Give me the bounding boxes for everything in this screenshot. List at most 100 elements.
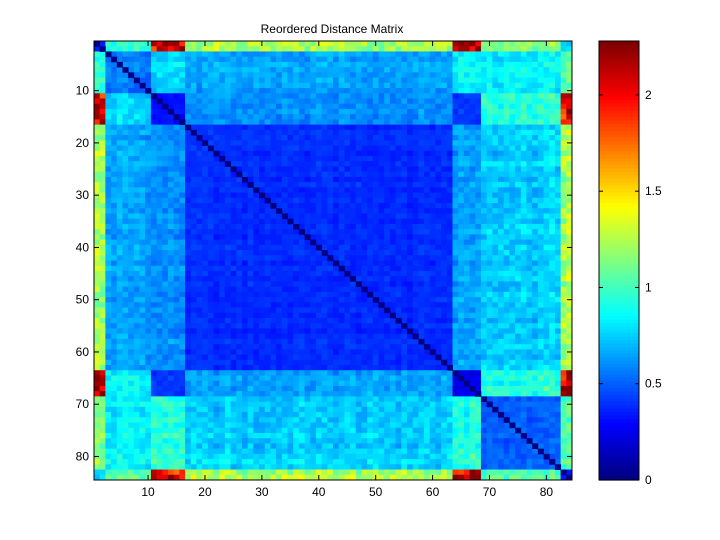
heatmap-cell [230, 317, 237, 324]
heatmap-cell [401, 333, 408, 340]
heatmap-cell [213, 333, 220, 340]
heatmap-cell [543, 260, 550, 267]
heatmap-cell [196, 323, 203, 329]
heatmap-cell [361, 234, 368, 240]
heatmap-cell [446, 218, 453, 225]
heatmap-cell [287, 187, 294, 193]
heatmap-cell [429, 328, 436, 335]
heatmap-cell [549, 302, 556, 308]
heatmap-cell [372, 265, 379, 272]
heatmap-cell [167, 328, 175, 335]
heatmap-cell [338, 103, 345, 110]
heatmap-cell [549, 103, 556, 110]
heatmap-cell [310, 77, 317, 84]
heatmap-cell [446, 72, 453, 78]
heatmap-cell [543, 161, 550, 167]
heatmap-cell [458, 307, 465, 314]
heatmap-cell [549, 67, 556, 73]
heatmap-cell [406, 103, 414, 110]
heatmap-cell [230, 328, 237, 335]
heatmap-cell [503, 161, 510, 167]
heatmap-cell [287, 98, 294, 105]
heatmap-cell [458, 250, 465, 256]
heatmap-cell [492, 182, 499, 188]
heatmap-cell [281, 82, 288, 89]
heatmap-cell [549, 276, 556, 282]
heatmap-cell [537, 213, 544, 220]
heatmap-cell [401, 176, 408, 183]
heatmap-cell [520, 135, 527, 141]
heatmap-cell [498, 98, 505, 105]
heatmap-cell [446, 328, 453, 335]
heatmap-cell [463, 108, 470, 115]
heatmap-cell [429, 114, 436, 120]
heatmap-cell [247, 250, 254, 256]
heatmap-cell [219, 72, 226, 78]
heatmap-cell [338, 41, 345, 47]
heatmap-cell [179, 234, 186, 240]
heatmap-cell [338, 260, 345, 267]
heatmap-cell [338, 213, 345, 220]
heatmap-cell [111, 192, 118, 199]
heatmap-cell [452, 223, 459, 230]
heatmap-cell [355, 213, 362, 220]
heatmap-cell [173, 260, 180, 267]
heatmap-cell [475, 171, 482, 178]
heatmap-cell [532, 171, 539, 178]
heatmap-cell [526, 286, 533, 293]
heatmap-cell [207, 77, 214, 84]
heatmap-cell [492, 317, 499, 324]
heatmap-cell [276, 286, 283, 293]
heatmap-cell [406, 72, 414, 78]
heatmap-cell [247, 213, 254, 220]
heatmap-cell [333, 203, 340, 209]
heatmap-cell [122, 155, 129, 162]
heatmap-cell [463, 208, 470, 214]
heatmap-cell [230, 197, 237, 204]
heatmap-cell [355, 260, 362, 267]
heatmap-cell [185, 323, 192, 329]
heatmap-cell [452, 176, 459, 183]
heatmap-cell [287, 88, 294, 94]
heatmap-cell [549, 135, 556, 141]
heatmap-cell [498, 93, 505, 99]
heatmap-cell [338, 82, 345, 89]
heatmap-cell [105, 124, 112, 131]
heatmap-cell [236, 108, 243, 115]
heatmap-cell [418, 103, 425, 110]
heatmap-cell [213, 312, 220, 319]
heatmap-cell [452, 77, 459, 84]
heatmap-cell [355, 223, 362, 230]
heatmap-cell [105, 108, 112, 115]
heatmap-cell [185, 150, 192, 157]
heatmap-cell [526, 317, 533, 324]
heatmap-cell [412, 182, 419, 188]
heatmap-cell [224, 197, 231, 204]
heatmap-cell [566, 108, 573, 115]
heatmap-cell [475, 203, 482, 209]
heatmap-cell [150, 166, 157, 173]
heatmap-cell [145, 349, 152, 355]
heatmap-cell [156, 135, 163, 141]
heatmap-cell [560, 338, 567, 345]
heatmap-cell [475, 197, 482, 204]
heatmap-cell [304, 307, 311, 314]
heatmap-cell [321, 218, 328, 225]
heatmap-cell [418, 171, 425, 178]
heatmap-cell [145, 276, 152, 282]
heatmap-cell [270, 93, 277, 99]
heatmap-cell [509, 77, 516, 84]
heatmap-cell [145, 317, 152, 324]
heatmap-cell [270, 114, 277, 120]
heatmap-cell [321, 108, 328, 115]
heatmap-cell [372, 286, 379, 293]
heatmap-cell [549, 297, 556, 303]
heatmap-cell [241, 276, 249, 282]
heatmap-cell [270, 197, 277, 204]
heatmap-cell [150, 192, 157, 199]
heatmap-cell [122, 51, 129, 58]
heatmap-cell [526, 239, 533, 246]
heatmap-cell [133, 103, 140, 110]
heatmap-cell [179, 333, 186, 340]
heatmap-cell [429, 166, 436, 173]
